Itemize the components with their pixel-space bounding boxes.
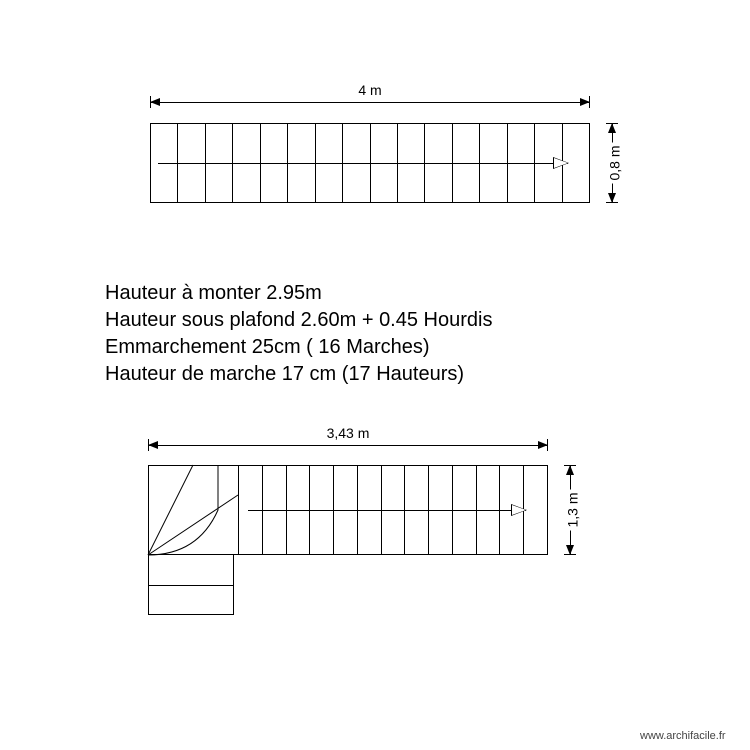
stair-step — [524, 466, 547, 554]
spec-line: Hauteur sous plafond 2.60m + 0.45 Hourdi… — [105, 307, 492, 334]
top-stair-direction-arrow — [158, 163, 568, 164]
diagram-canvas: 4 m 0,8 m Hauteur à monter 2.95mHauteur … — [0, 0, 750, 750]
spec-line: Hauteur de marche 17 cm (17 Hauteurs) — [105, 361, 492, 388]
bottom-stair-landing-extension — [148, 555, 234, 615]
bottom-stair-height-dimension: 1,3 m — [570, 465, 571, 555]
top-stair-width-dimension: 4 m — [150, 102, 590, 103]
top-stair-height-dimension: 0,8 m — [612, 123, 613, 203]
bottom-stair-direction-arrow — [248, 510, 526, 511]
bottom-stair-width-label: 3,43 m — [324, 425, 373, 441]
bottom-stair-width-dimension: 3,43 m — [148, 445, 548, 446]
top-stair-height-label: 0,8 m — [606, 142, 622, 183]
spec-line: Emmarchement 25cm ( 16 Marches) — [105, 334, 492, 361]
bottom-stair-height-label: 1,3 m — [564, 489, 580, 530]
specs-text: Hauteur à monter 2.95mHauteur sous plafo… — [105, 280, 492, 388]
spec-line: Hauteur à monter 2.95m — [105, 280, 492, 307]
top-stair-width-label: 4 m — [355, 82, 384, 98]
watermark: www.archifacile.fr — [640, 730, 726, 742]
